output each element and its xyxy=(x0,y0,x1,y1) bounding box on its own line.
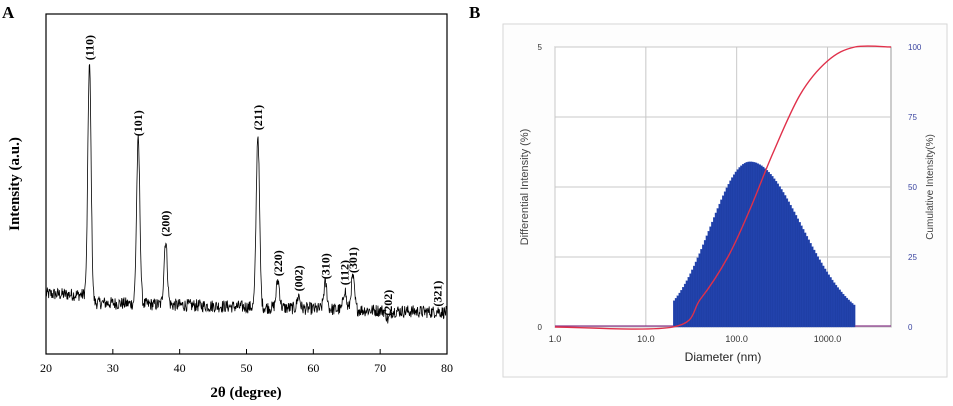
xrd-x-tick-label: 80 xyxy=(441,361,453,375)
xrd-peak-label: (321) xyxy=(431,281,445,307)
xrd-peak-label: (202) xyxy=(381,290,395,316)
xrd-x-tick-label: 30 xyxy=(107,361,119,375)
dls-right-y-tick-label: 100 xyxy=(908,43,922,52)
dls-x-ticks: 1.0 10.0 100.0 1000.0 xyxy=(549,334,842,344)
dls-right-y-tick-label: 75 xyxy=(908,113,917,122)
xrd-x-tick-label: 50 xyxy=(241,361,253,375)
xrd-peak-label: (301) xyxy=(346,247,360,273)
dls-x-tick-label: 1000.0 xyxy=(814,334,842,344)
dls-right-y-tick-label: 50 xyxy=(908,183,917,192)
dls-right-y-tick-label: 0 xyxy=(908,323,913,332)
dls-right-y-ticks: 0 25 50 75 100 xyxy=(908,43,922,332)
xrd-peak-label: (211) xyxy=(251,105,265,130)
xrd-peak-label: (002) xyxy=(292,265,306,291)
xrd-peak-label: (310) xyxy=(318,253,332,279)
xrd-x-tick-label: 70 xyxy=(374,361,386,375)
xrd-peak-label: (200) xyxy=(159,211,173,237)
xrd-x-tick-label: 60 xyxy=(307,361,319,375)
dls-distribution-bars xyxy=(673,161,856,328)
xrd-peak-label: (101) xyxy=(131,110,145,136)
dls-left-y-tick-label: 0 xyxy=(538,323,543,332)
dls-bar xyxy=(852,304,856,328)
panel-label-b: B xyxy=(469,3,480,22)
xrd-pattern-line xyxy=(45,64,448,324)
dls-x-tick-label: 100.0 xyxy=(725,334,748,344)
xrd-x-tick-label: 20 xyxy=(40,361,52,375)
xrd-peak-label: (112) xyxy=(338,260,352,285)
dls-right-y-axis-title: Cumulative Intensity(%) xyxy=(925,134,936,240)
xrd-panel: A 20 30 40 50 60 70 80 (110) (101) (200) (211) (22… xyxy=(2,3,453,401)
dls-x-axis-title: Diameter (nm) xyxy=(685,350,762,364)
xrd-x-axis-title: 2θ (degree) xyxy=(210,385,281,401)
dls-x-tick-label: 10.0 xyxy=(637,334,655,344)
panel-label-a: A xyxy=(2,3,15,22)
xrd-x-tick-label: 40 xyxy=(174,361,186,375)
dls-x-tick-label: 1.0 xyxy=(549,334,562,344)
xrd-peak-labels: (110) (101) (200) (211) (220) (002) (310) (112)… xyxy=(82,35,444,316)
dls-left-y-tick-label: 5 xyxy=(538,43,543,52)
dls-cumulative-line xyxy=(554,45,892,330)
dls-left-y-axis-title: Differential Intensity (%) xyxy=(519,129,531,246)
xrd-peak-label: (220) xyxy=(271,250,285,276)
xrd-x-ticks: 20 30 40 50 60 70 80 xyxy=(40,349,453,375)
xrd-y-axis-title: Intensity (a.u.) xyxy=(7,137,23,231)
dls-right-y-tick-label: 25 xyxy=(908,253,917,262)
dls-left-y-ticks: 05 xyxy=(538,43,543,332)
xrd-peak-label: (110) xyxy=(82,35,96,60)
